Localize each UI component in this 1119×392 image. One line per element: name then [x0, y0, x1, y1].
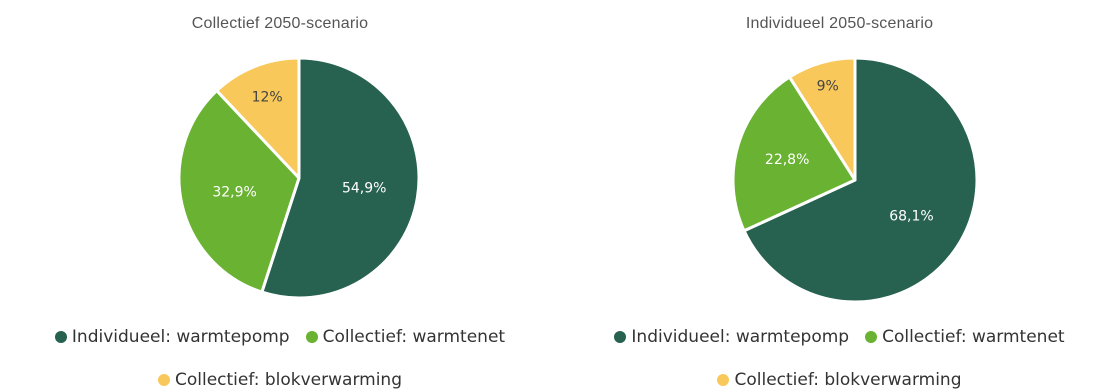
- pie-chart-collectief: Collectief 2050-scenario 54,9% 32,9% 12% I…: [0, 15, 560, 390]
- legend-row-1: Individueel: warmtepomp Collectief: warm…: [560, 327, 1119, 347]
- data-label-collectief-warmtenet: 22,8%: [765, 152, 809, 168]
- legend-marker-icon: [717, 374, 730, 386]
- data-label-individueel-warmtepomp: 68,1%: [889, 208, 933, 224]
- data-label-collectief-blokverwarming: 9%: [817, 78, 839, 94]
- legend-label: Individueel: warmtepomp: [71, 327, 290, 347]
- legend-label: Individueel: warmtepomp: [631, 327, 850, 347]
- legend-label: Collectief: blokverwarming: [734, 370, 962, 390]
- legend-label: Collectief: warmtenet: [322, 327, 506, 347]
- legend-row-2: Collectief: blokverwarming: [560, 370, 1119, 390]
- chart-title: Individueel 2050-scenario: [745, 15, 934, 32]
- data-label-collectief-warmtenet: 32,9%: [212, 184, 256, 200]
- legend-item-collectief-warmtenet: Collectief: warmtenet: [305, 327, 506, 347]
- pie-svg: 54,9% 32,9% 12%: [177, 56, 421, 300]
- legend-item-collectief-warmtenet: Collectief: warmtenet: [865, 327, 1065, 347]
- legend-item-collectief-blokverwarming: Collectief: blokverwarming: [717, 370, 962, 390]
- pie-slice-collectief-warmtenet: [731, 75, 857, 233]
- legend-row-2: Collectief: blokverwarming: [0, 370, 560, 390]
- pie-slice-collectief-blokverwarming: [215, 56, 301, 180]
- pie-slice-individueel-warmtepomp: [742, 56, 979, 304]
- pie-chart-individueel: Individueel 2050-scenario 68,1% 22,8% 9% I…: [560, 0, 1119, 392]
- data-label-individueel-warmtepomp: 54,9%: [342, 180, 386, 196]
- legend-marker-icon: [865, 331, 878, 343]
- legend-item-individueel-warmtepomp: Individueel: warmtepomp: [614, 327, 849, 347]
- legend-label: Collectief: blokverwarming: [174, 370, 402, 390]
- legend-marker-icon: [157, 374, 170, 386]
- legend-label: Collectief: warmtenet: [882, 327, 1065, 347]
- legend-item-collectief-blokverwarming: Collectief: blokverwarming: [157, 370, 402, 390]
- legend-marker-icon: [54, 331, 67, 343]
- legend-item-individueel-warmtepomp: Individueel: warmtepomp: [54, 327, 290, 347]
- pie-svg: 68,1% 22,8% 9%: [731, 56, 979, 304]
- legend-row-1: Individueel: warmtepomp Collectief: warm…: [0, 327, 560, 347]
- pie-slice-collectief-warmtenet: [177, 89, 301, 294]
- data-label-collectief-blokverwarming: 12%: [252, 90, 283, 106]
- chart-title: Collectief 2050-scenario: [191, 15, 369, 32]
- pie-slice-collectief-blokverwarming: [788, 56, 857, 182]
- pie-slice-individueel-warmtepomp: [260, 56, 421, 300]
- legend-marker-icon: [614, 331, 627, 343]
- legend-marker-icon: [305, 331, 318, 343]
